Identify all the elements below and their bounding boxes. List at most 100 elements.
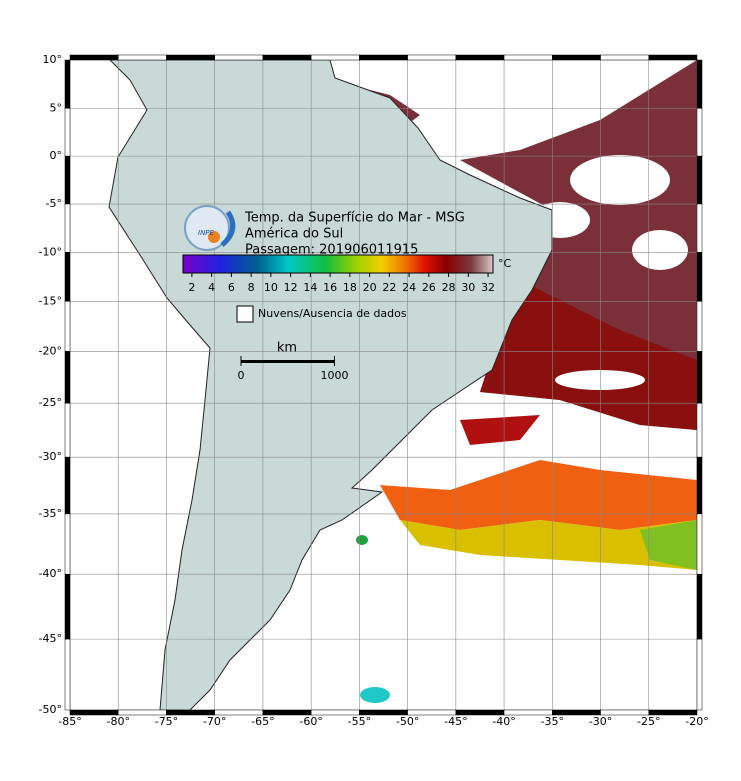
frame-segment [64,351,71,404]
frame-segment [696,301,703,352]
y-tick-label: -40° [39,567,62,580]
frame-segment [696,155,703,205]
frame-segment [648,709,698,716]
colorbar-tick-label: 22 [382,281,396,294]
x-tick-label: -45° [444,715,467,728]
sst-field [330,60,697,703]
colorbar-tick-label: 32 [481,281,495,294]
frame-segment [64,155,71,205]
title-line: América do Sul [245,227,343,242]
x-tick-label: -85° [58,715,81,728]
y-tick-label: 10° [43,53,63,66]
legend-label: Nuvens/Ausencia de dados [258,307,407,320]
frame-segment [696,456,703,515]
colorbar-tick-label: 4 [208,281,215,294]
colorbar-tick-label: 26 [422,281,436,294]
title-line: Passagem: 201906011915 [245,243,418,258]
y-tick-label: -30° [39,450,62,463]
colorbar-tick-label: 2 [188,281,195,294]
logo: INPE [184,205,236,251]
scalebar-unit: km [277,341,297,356]
colorbar-tick-label: 28 [442,281,456,294]
legend-swatch [236,305,254,323]
frame [64,54,703,716]
y-tick-label: -45° [39,632,62,645]
frame-segment [696,513,703,575]
scalebar: km 0 1000 [238,341,349,383]
frame-segment [64,638,71,711]
colorbar-tick-label: 24 [402,281,416,294]
frame-segment [64,573,71,640]
map-area [70,60,697,710]
frame-segment [64,108,71,157]
colorbar-unit: °C [498,257,512,270]
y-tick-label: -20° [39,344,62,357]
colorbar-tick-label: 20 [363,281,377,294]
y-tick-label: -25° [39,396,62,409]
logo-arrow [220,210,236,247]
colorbar-tick-label: 8 [248,281,255,294]
y-tick-label: -5° [46,197,62,210]
x-tick-label: -70° [203,715,226,728]
frame-segment [696,108,703,157]
frame-segment [310,54,360,61]
frame-segment [64,402,71,458]
scalebar-label: 1000 [320,369,348,382]
colorbar-tick-label: 30 [461,281,475,294]
x-tick-label: -40° [492,715,515,728]
frame-segment [696,573,703,640]
frame-segment [64,252,71,302]
frame-segment [696,402,703,458]
scalebar-bar [241,360,335,363]
colorbar-tick-label: 18 [343,281,357,294]
x-tick-label: -35° [541,715,564,728]
x-tick-label: -75° [155,715,178,728]
frame-segment [359,54,408,61]
frame-segment [64,203,71,253]
frame-segment [214,54,264,61]
frame-segment [64,513,71,575]
frame-segment [407,54,457,61]
y-tick-label: -10° [39,245,62,258]
frame-segment [696,59,703,109]
frame-segment [455,54,505,61]
frame-segment [503,54,553,61]
colorbar-tick-label: 16 [323,281,337,294]
x-tick-label: -65° [251,715,274,728]
frame-segment [262,54,312,61]
graticule [70,60,697,710]
frame-segment [696,203,703,253]
y-tick-label: -15° [39,294,62,307]
y-tick-label: 5° [50,101,63,114]
x-tick-label: -30° [589,715,612,728]
y-tick-label: -50° [39,703,62,716]
frame-segment [552,54,601,61]
frame-segment [69,54,119,61]
frame-segment [64,456,71,515]
logo-sun [208,231,220,243]
colorbar-tick-label: 12 [284,281,298,294]
frame-segment [648,54,698,61]
colorbar-tick-label: 6 [228,281,235,294]
x-tick-label: -25° [637,715,660,728]
frame-segment [696,351,703,404]
scalebar-label: 0 [238,369,245,382]
title-line: Temp. da Superfície do Mar - MSG [244,211,465,226]
y-tick-label: -35° [39,507,62,520]
x-tick-label: -55° [348,715,371,728]
frame-segment [117,54,167,61]
colorbar [182,254,494,274]
colorbar-tick-label: 14 [303,281,317,294]
frame-segment [64,301,71,352]
frame-segment [696,252,703,302]
x-tick-label: -80° [106,715,129,728]
y-tick-label: 0° [50,149,63,162]
axes: -85° -80° -75° -70° -65° -60° -55° -50° -45° -40°… [39,53,709,728]
logo-text: INPE [198,229,215,237]
frame-segment [696,638,703,711]
colorbar-tick-label: 10 [264,281,278,294]
x-tick-label: -50° [396,715,419,728]
x-tick-label: -20° [685,715,708,728]
frame-segment [600,54,650,61]
